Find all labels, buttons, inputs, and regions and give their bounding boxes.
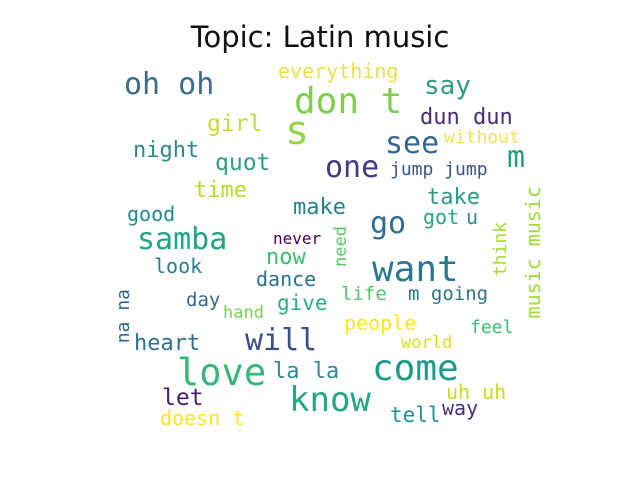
word: will (245, 323, 318, 358)
word: way (442, 396, 479, 420)
word: dun dun (420, 105, 513, 130)
word: come (372, 348, 459, 389)
word: heart (134, 331, 201, 356)
word: m (507, 140, 526, 175)
word: give (277, 291, 328, 315)
word: know (289, 380, 371, 420)
word: u (466, 205, 479, 229)
word: samba (137, 222, 228, 257)
word: say (424, 71, 471, 101)
word: world (401, 333, 453, 353)
word: tell (390, 403, 441, 427)
word: m going (408, 283, 489, 305)
word: everything (278, 59, 399, 83)
word: life (341, 283, 387, 305)
word: jump jump (390, 159, 488, 180)
word: time (194, 178, 247, 203)
word: make (293, 195, 346, 220)
word: need (331, 226, 351, 267)
word: day (186, 289, 221, 311)
word: don t (294, 81, 403, 122)
word: look (154, 254, 203, 278)
word: night (133, 138, 200, 163)
chart-title: Topic: Latin music (190, 20, 450, 54)
word: hand (223, 303, 264, 323)
word: take (427, 185, 480, 210)
word: music music (521, 186, 545, 319)
word: dance (256, 267, 317, 291)
word: love (177, 351, 267, 394)
word: go (370, 206, 407, 241)
word: one (325, 150, 380, 185)
word: s (285, 108, 310, 154)
word: without (444, 127, 520, 148)
word: see (385, 126, 440, 161)
word: people (344, 311, 417, 335)
word: la la (273, 359, 340, 384)
word: oh oh (124, 67, 215, 102)
word: got (423, 205, 460, 229)
word: feel (470, 317, 514, 338)
word: uh uh (446, 380, 507, 404)
word: never (273, 229, 322, 248)
word: quot (215, 150, 271, 176)
word: doesn t (160, 406, 245, 430)
word: think (490, 222, 511, 277)
word: na na (113, 289, 134, 344)
word: girl (207, 111, 263, 137)
word: now (266, 245, 306, 270)
word: good (127, 202, 176, 226)
word: want (372, 249, 459, 290)
word: let (162, 385, 204, 411)
